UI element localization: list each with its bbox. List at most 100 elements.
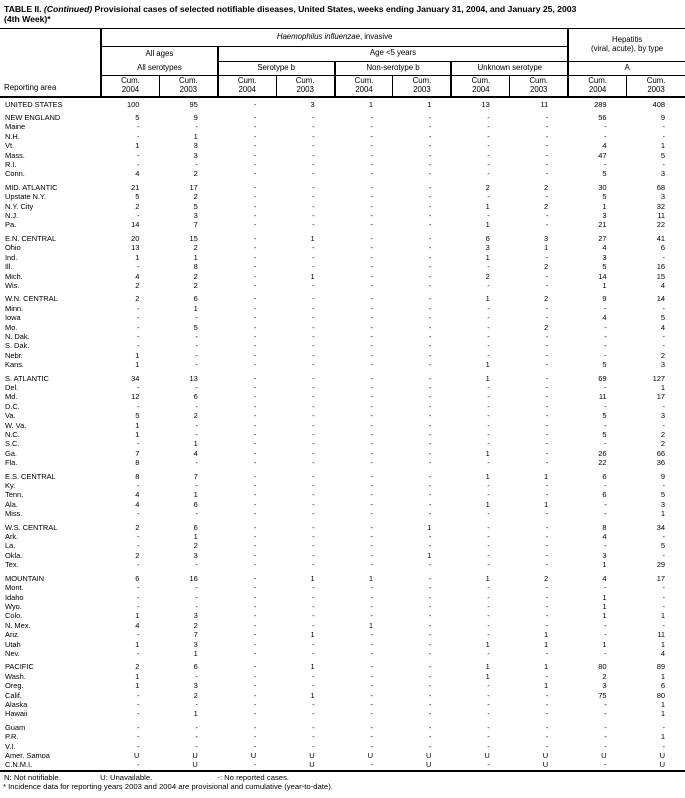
table-row: Ind. 1 1 - - - - 1 - 3 - — [0, 253, 685, 262]
value-cell: - — [312, 294, 315, 304]
value-cell: - — [195, 741, 198, 751]
value-cell: 1 — [135, 430, 140, 439]
value-cell: 3 — [660, 169, 665, 179]
value-cell: - — [253, 262, 257, 272]
value-cell: - — [545, 671, 549, 681]
value-cell: - — [195, 401, 198, 411]
value-cell: - — [312, 592, 315, 602]
value-cell: - — [370, 760, 374, 770]
value-cell: - — [312, 401, 315, 411]
value-cell: 4 — [193, 448, 198, 458]
value-cell: - — [370, 699, 374, 709]
reporting-area-label: Ind. — [5, 252, 18, 262]
value-cell: 1 — [485, 220, 490, 230]
value-cell: - — [604, 722, 607, 732]
value-cell: 408 — [652, 99, 665, 109]
table-row: Ky. - - - - - - - - - - — [0, 481, 685, 490]
value-cell: - — [195, 331, 198, 341]
value-cell: - — [253, 732, 257, 742]
value-cell: 9 — [660, 113, 665, 122]
value-cell: - — [487, 681, 490, 691]
reporting-area-label: Okla. — [5, 550, 23, 560]
value-cell: - — [662, 532, 666, 542]
table-row: N.Y. City 2 5 - - - - 1 2 1 32 — [0, 202, 685, 211]
value-cell: - — [604, 341, 607, 351]
value-cell: - — [312, 201, 315, 211]
value-cell: - — [662, 341, 666, 351]
table-row: S. ATLANTIC 34 13 - - - - 1 - 69 127 — [0, 374, 685, 383]
value-cell: 75 — [598, 690, 607, 700]
value-cell: - — [312, 741, 315, 751]
reporting-area-label: C.N.M.I. — [5, 760, 33, 770]
table-row: Colo. 1 3 - - - - - - 1 1 — [0, 611, 685, 620]
header-reporting-area: Reporting area — [0, 28, 101, 98]
header-non-serotype-b: Non-serotype b — [333, 61, 452, 76]
value-cell: - — [370, 262, 374, 272]
header-age-under5: Age <5 years — [216, 46, 569, 62]
value-cell: - — [370, 671, 374, 681]
value-cell: - — [545, 401, 549, 411]
value-cell: 36 — [656, 458, 665, 468]
value-cell: - — [136, 709, 140, 719]
value-cell: - — [604, 303, 607, 313]
value-cell: - — [370, 141, 374, 151]
value-cell: 1 — [602, 592, 607, 602]
reporting-area-label: S. ATLANTIC — [5, 373, 49, 383]
value-cell: 16 — [656, 262, 665, 272]
value-cell: - — [662, 481, 666, 491]
value-cell: - — [662, 160, 666, 170]
table-row: Kans. 1 - - - - - 1 - 5 3 — [0, 360, 685, 369]
value-cell: - — [253, 630, 257, 640]
value-cell: - — [136, 583, 140, 593]
value-cell: - — [253, 182, 257, 192]
value-cell: 5 — [193, 322, 198, 332]
value-cell: - — [136, 741, 140, 751]
value-cell: - — [312, 182, 315, 192]
value-cell: - — [428, 122, 432, 132]
value-cell: 1 — [310, 233, 315, 243]
value-cell: - — [662, 420, 666, 430]
value-cell: - — [604, 401, 607, 411]
value-cell: 2 — [193, 411, 198, 421]
value-cell: - — [136, 401, 140, 411]
value-cell: - — [428, 509, 432, 519]
value-cell: - — [487, 401, 490, 411]
value-cell: 29 — [656, 560, 665, 570]
value-cell: - — [136, 722, 140, 732]
value-cell: - — [428, 252, 432, 262]
value-cell: - — [428, 169, 432, 179]
table-row: W. Va. 1 - - - - - - - - - — [0, 421, 685, 430]
table-row: Conn. 4 2 - - - - - - 5 3 — [0, 169, 685, 178]
header-unknown-serotype: Unknown serotype — [450, 61, 569, 76]
value-cell: 127 — [652, 373, 665, 383]
legend-unavailable: U: Unavailable. — [100, 772, 153, 782]
value-cell: - — [545, 709, 549, 719]
value-cell: - — [428, 532, 432, 542]
value-cell: 3 — [193, 150, 198, 160]
hepatitis-line1: Hepatitis — [611, 35, 643, 44]
value-cell: - — [428, 392, 432, 402]
value-cell: - — [487, 630, 490, 640]
value-cell: 5 — [602, 169, 607, 179]
value-cell: 4 — [135, 499, 140, 509]
value-cell: 1 — [485, 471, 490, 481]
table-row: N. Dak. - - - - - - - - - - — [0, 332, 685, 341]
value-cell: - — [370, 360, 374, 370]
value-cell: 1 — [193, 303, 198, 313]
value-cell: - — [370, 322, 374, 332]
value-cell: - — [312, 150, 315, 160]
value-cell: - — [253, 233, 257, 243]
value-cell: - — [662, 550, 666, 560]
value-cell: - — [253, 439, 257, 449]
reporting-area-label: Ky. — [5, 481, 16, 491]
value-cell: 5 — [135, 192, 140, 202]
value-cell: - — [428, 382, 432, 392]
value-cell: - — [312, 499, 315, 509]
value-cell: - — [428, 160, 432, 170]
value-cell: - — [604, 620, 607, 630]
notifiable-diseases-table: Reporting area Haemophilus influenzae, i… — [0, 27, 685, 772]
value-cell: 2 — [544, 201, 549, 211]
value-cell: - — [370, 430, 374, 439]
value-cell: 2 — [193, 271, 198, 281]
value-cell: U — [250, 751, 257, 760]
